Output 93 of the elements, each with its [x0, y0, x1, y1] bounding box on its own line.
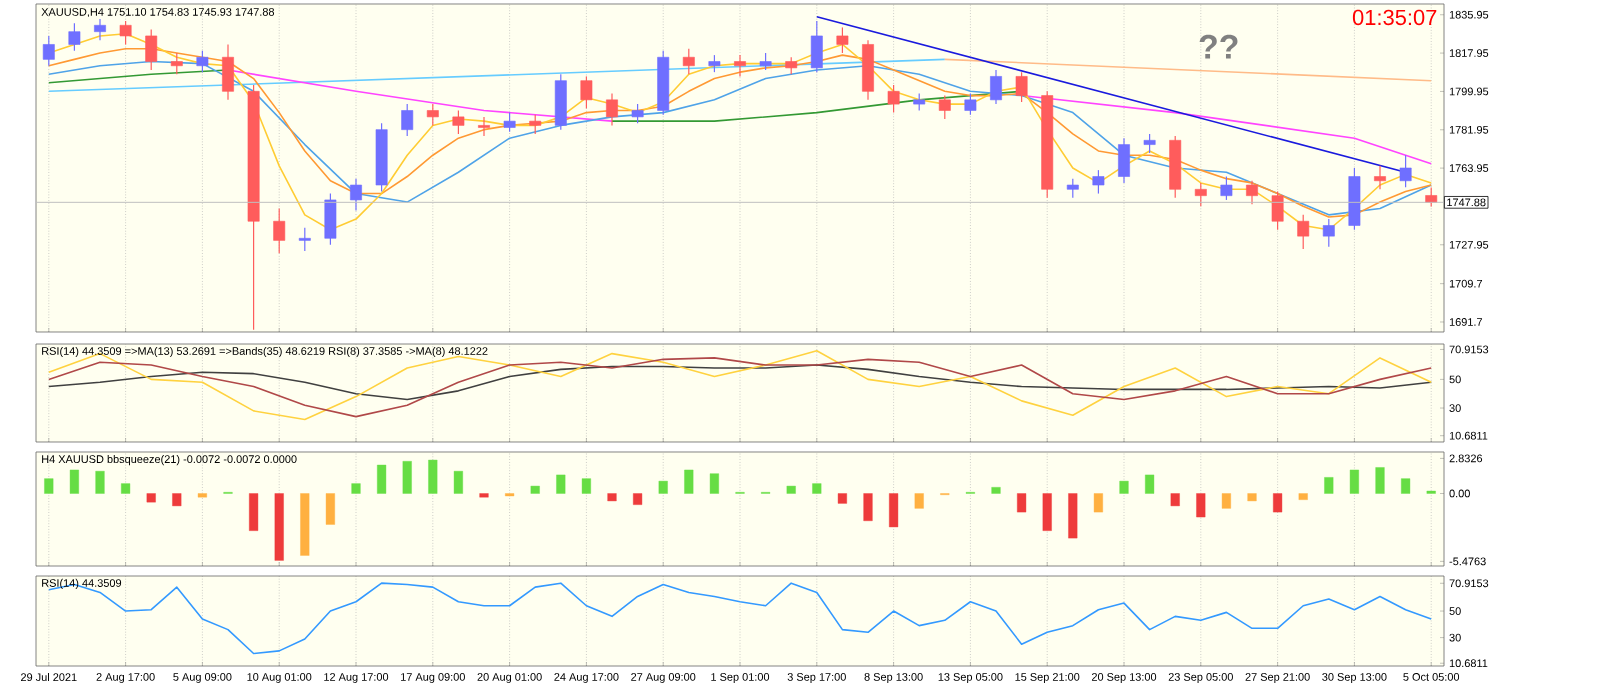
bar	[274, 493, 284, 561]
bar	[402, 461, 412, 494]
bar	[1170, 493, 1180, 507]
candlestick	[1246, 180, 1258, 205]
bar	[1068, 493, 1078, 539]
bar	[914, 493, 924, 509]
annotation: ??	[1199, 34, 1238, 59]
bar	[146, 493, 156, 503]
bar	[172, 493, 182, 507]
bar	[1093, 493, 1103, 513]
bar	[581, 478, 591, 494]
bar	[351, 483, 361, 494]
candlestick	[196, 50, 209, 73]
bar	[1042, 493, 1052, 531]
bar	[1017, 493, 1027, 513]
bar	[1273, 493, 1283, 513]
bar	[69, 469, 79, 494]
bar	[863, 493, 873, 521]
candlestick	[1066, 178, 1079, 199]
candlestick	[1322, 218, 1335, 248]
candlestick	[887, 84, 900, 114]
bar	[1145, 474, 1155, 494]
bar	[607, 493, 617, 502]
bar	[249, 493, 259, 531]
candlestick	[682, 48, 695, 75]
candlestick	[529, 114, 542, 135]
bar	[300, 493, 310, 556]
bar	[709, 473, 719, 494]
bar	[44, 478, 54, 494]
candlestick	[862, 39, 874, 101]
candlestick	[1374, 165, 1386, 190]
bar	[658, 480, 668, 494]
candlestick	[222, 43, 234, 101]
bar	[1196, 493, 1206, 518]
bar	[453, 471, 463, 494]
bar	[1375, 467, 1385, 494]
candlestick	[1271, 190, 1284, 231]
bar	[556, 474, 566, 494]
candlestick	[68, 22, 81, 52]
candlestick	[1194, 182, 1207, 207]
bar	[1247, 493, 1257, 502]
candlestick	[478, 116, 490, 137]
bar	[1298, 493, 1308, 500]
candlestick	[298, 227, 311, 252]
bar	[837, 493, 847, 504]
bar	[121, 483, 131, 494]
candlestick	[836, 26, 849, 54]
candlestick	[94, 18, 106, 41]
candlestick	[964, 92, 977, 116]
bar	[1119, 480, 1129, 494]
candlestick	[273, 207, 286, 254]
candlestick	[42, 35, 55, 67]
candlestick	[1015, 71, 1028, 103]
candlestick	[503, 112, 516, 133]
bar	[377, 464, 387, 494]
bar	[633, 493, 643, 505]
candlestick	[145, 28, 158, 71]
candlestick	[452, 109, 465, 135]
candlestick	[1118, 137, 1130, 184]
candlestick	[1399, 154, 1412, 188]
bar	[991, 487, 1001, 494]
candlestick	[938, 94, 951, 120]
candlestick	[1143, 133, 1156, 154]
bar	[1324, 477, 1334, 494]
candlestick	[554, 73, 567, 131]
bar	[428, 459, 438, 494]
candlestick	[1092, 169, 1105, 195]
bar	[1401, 478, 1411, 494]
candlestick	[990, 69, 1002, 105]
candlestick	[631, 103, 644, 124]
candlestick	[734, 54, 746, 78]
candlestick	[119, 20, 132, 46]
bar	[95, 471, 105, 494]
candlestick	[350, 178, 362, 212]
candlestick	[426, 103, 439, 126]
bar	[684, 469, 694, 494]
bar	[1221, 493, 1231, 509]
candlestick	[401, 103, 414, 137]
bar	[786, 485, 796, 494]
candlestick	[1297, 214, 1310, 250]
candlestick	[810, 20, 823, 73]
candlestick	[606, 92, 618, 126]
bar	[325, 493, 335, 525]
candlestick	[580, 75, 593, 109]
bar	[812, 483, 822, 494]
bar	[530, 485, 540, 494]
candlestick	[1220, 175, 1233, 201]
bar	[889, 493, 899, 528]
bar	[1349, 469, 1359, 494]
candlestick	[1425, 186, 1438, 208]
annotation: 01:35:07	[1352, 9, 1437, 26]
candlestick	[324, 192, 337, 246]
candlestick	[170, 52, 183, 75]
